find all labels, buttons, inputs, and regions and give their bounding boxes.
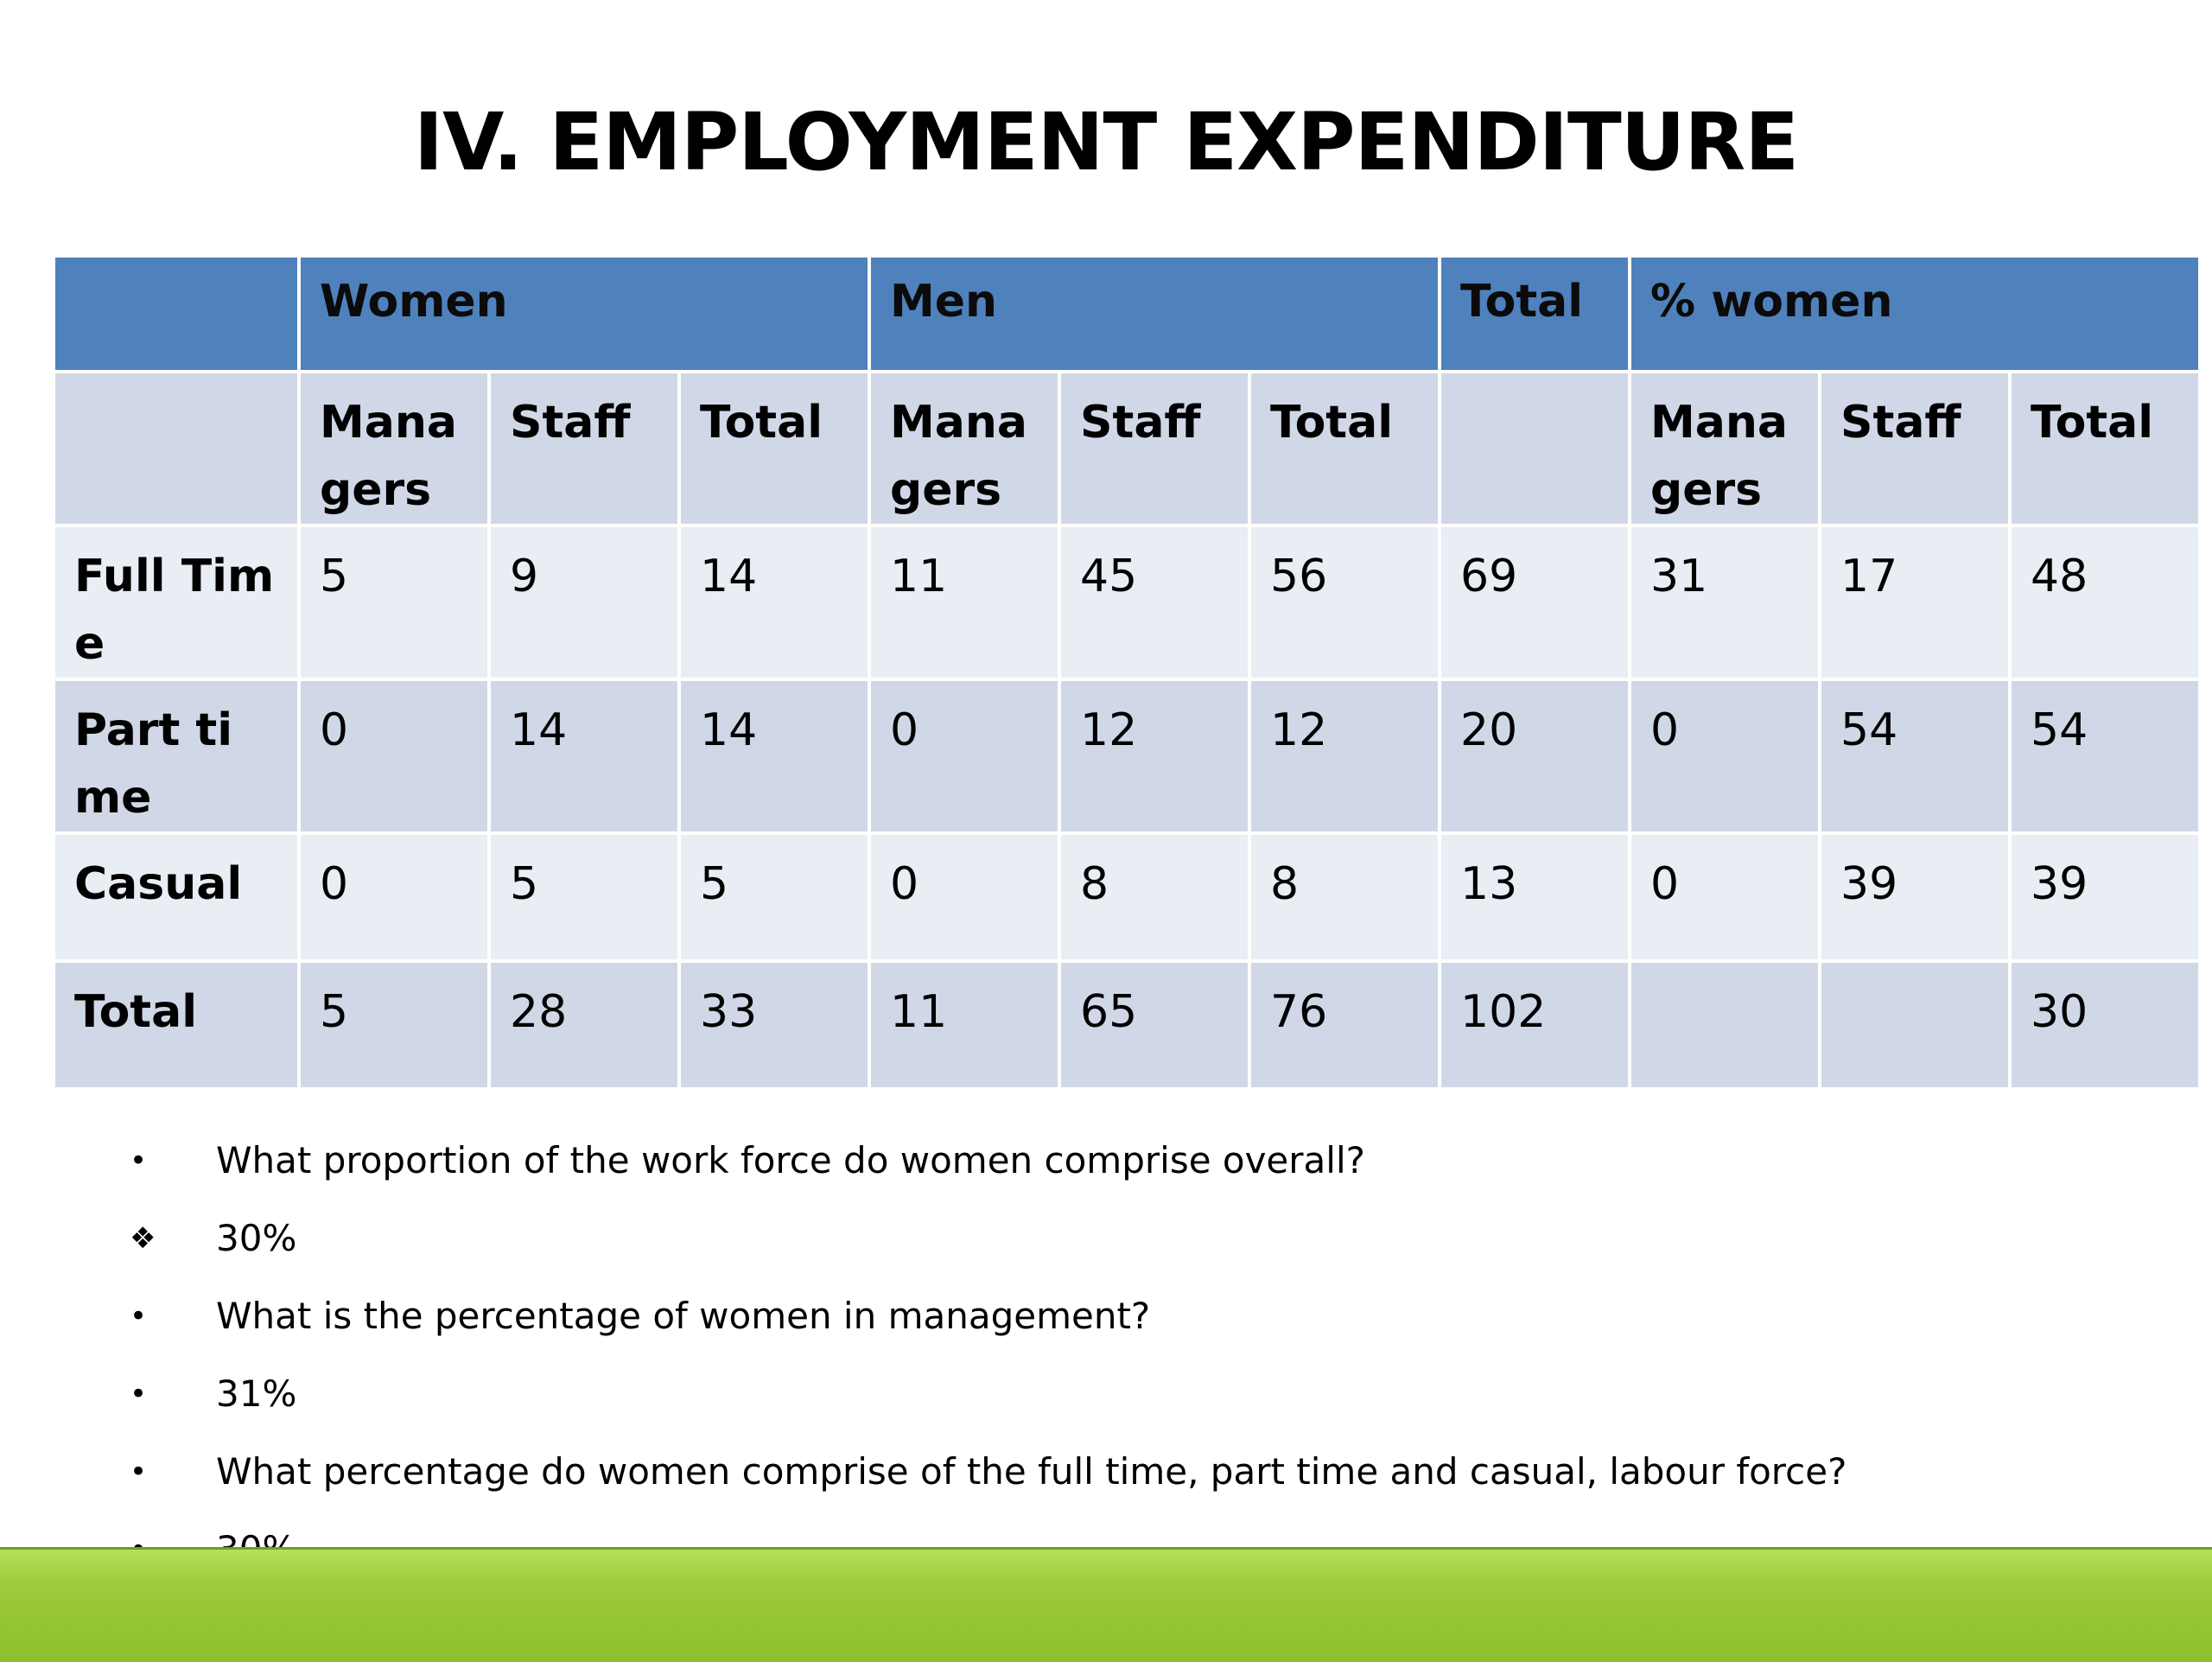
table-row: Part time 0 14 14 0 12 12 20 0 54 54 (55, 681, 2199, 831)
table-cell: 28 (491, 963, 677, 1087)
table-cell: 5 (301, 963, 487, 1087)
table-cell: 31 (1631, 527, 1819, 678)
list-item: • What is the percentage of women in man… (130, 1277, 2117, 1355)
sub-header-cell: Staff (1061, 373, 1249, 524)
table-cell: 54 (2012, 681, 2199, 831)
sub-header-cell (55, 373, 297, 524)
table-cell: 76 (1251, 963, 1439, 1087)
footer-bar (0, 1547, 2212, 1662)
bullet-icon: • (130, 1143, 148, 1178)
employment-table: Women Men Total % women Mana gers Staff … (52, 254, 2202, 1091)
table-cell: 14 (681, 681, 868, 831)
sub-header-cell (1441, 373, 1629, 524)
table-cell: 39 (1821, 835, 2009, 959)
table-cell: 0 (301, 681, 487, 831)
table-cell: 102 (1441, 963, 1629, 1087)
table-cell: 8 (1251, 835, 1439, 959)
sub-header-cell: Mana gers (871, 373, 1058, 524)
row-label: Casual (55, 835, 297, 959)
table-cell: 69 (1441, 527, 1629, 678)
group-header-row: Women Men Total % women (55, 258, 2199, 370)
table-cell: 11 (871, 963, 1058, 1087)
table-cell: 33 (681, 963, 868, 1087)
table-cell (1821, 963, 2009, 1087)
slide-title: IV. EMPLOYMENT EXPENDITURE (413, 96, 1799, 188)
table-cell: 48 (2012, 527, 2199, 678)
sub-header-cell: Mana gers (1631, 373, 1819, 524)
table-cell: 14 (491, 681, 677, 831)
list-item: • What proportion of the work force do w… (130, 1122, 2117, 1200)
group-header-cell (55, 258, 297, 370)
row-label: Part time (55, 681, 297, 831)
table-cell: 0 (1631, 835, 1819, 959)
bullet-text: 31% (216, 1372, 297, 1415)
table-cell: 0 (1631, 681, 1819, 831)
sub-header-cell: Total (681, 373, 868, 524)
group-header-percent-women: % women (1631, 258, 2199, 370)
table-cell: 56 (1251, 527, 1439, 678)
diamond-bullet-icon: ❖ (130, 1221, 156, 1256)
table-cell: 0 (301, 835, 487, 959)
bullet-icon: • (130, 1377, 148, 1411)
table-cell: 14 (681, 527, 868, 678)
bullet-text: What proportion of the work force do wom… (216, 1139, 1365, 1181)
sub-header-cell: Staff (491, 373, 677, 524)
sub-header-cell: Total (1251, 373, 1439, 524)
bullet-text: What is the percentage of women in manag… (216, 1295, 1151, 1337)
bullet-icon: • (130, 1299, 148, 1334)
table-row: Total 5 28 33 11 65 76 102 30 (55, 963, 2199, 1087)
bullet-list: • What proportion of the work force do w… (130, 1122, 2117, 1589)
sub-header-row: Mana gers Staff Total Mana gers Staff To… (55, 373, 2199, 524)
table-cell: 20 (1441, 681, 1629, 831)
table-cell (1631, 963, 1819, 1087)
bullet-text: 30% (216, 1217, 297, 1259)
sub-header-cell: Staff (1821, 373, 2009, 524)
table-cell: 30 (2012, 963, 2199, 1087)
table-cell: 13 (1441, 835, 1629, 959)
table-cell: 54 (1821, 681, 2009, 831)
table-cell: 12 (1061, 681, 1249, 831)
group-header-men: Men (871, 258, 1439, 370)
table-cell: 5 (301, 527, 487, 678)
table-row: Casual 0 5 5 0 8 8 13 0 39 39 (55, 835, 2199, 959)
table-cell: 39 (2012, 835, 2199, 959)
list-item: ❖ 30% (130, 1200, 2117, 1277)
table-cell: 5 (681, 835, 868, 959)
table-cell: 5 (491, 835, 677, 959)
row-label: Total (55, 963, 297, 1087)
bullet-text: What percentage do women comprise of the… (216, 1450, 1847, 1493)
sub-header-cell: Total (2012, 373, 2199, 524)
table-cell: 0 (871, 681, 1058, 831)
group-header-women: Women (301, 258, 868, 370)
table-cell: 8 (1061, 835, 1249, 959)
table-cell: 45 (1061, 527, 1249, 678)
table-row: Full Time 5 9 14 11 45 56 69 31 17 48 (55, 527, 2199, 678)
sub-header-cell: Mana gers (301, 373, 487, 524)
table-cell: 65 (1061, 963, 1249, 1087)
list-item: • What percentage do women comprise of t… (130, 1433, 2117, 1511)
row-label: Full Time (55, 527, 297, 678)
table-cell: 12 (1251, 681, 1439, 831)
group-header-total: Total (1441, 258, 1629, 370)
table-cell: 17 (1821, 527, 2009, 678)
bullet-icon: • (130, 1455, 148, 1489)
table-cell: 9 (491, 527, 677, 678)
list-item: • 31% (130, 1355, 2117, 1433)
table-cell: 11 (871, 527, 1058, 678)
table-cell: 0 (871, 835, 1058, 959)
